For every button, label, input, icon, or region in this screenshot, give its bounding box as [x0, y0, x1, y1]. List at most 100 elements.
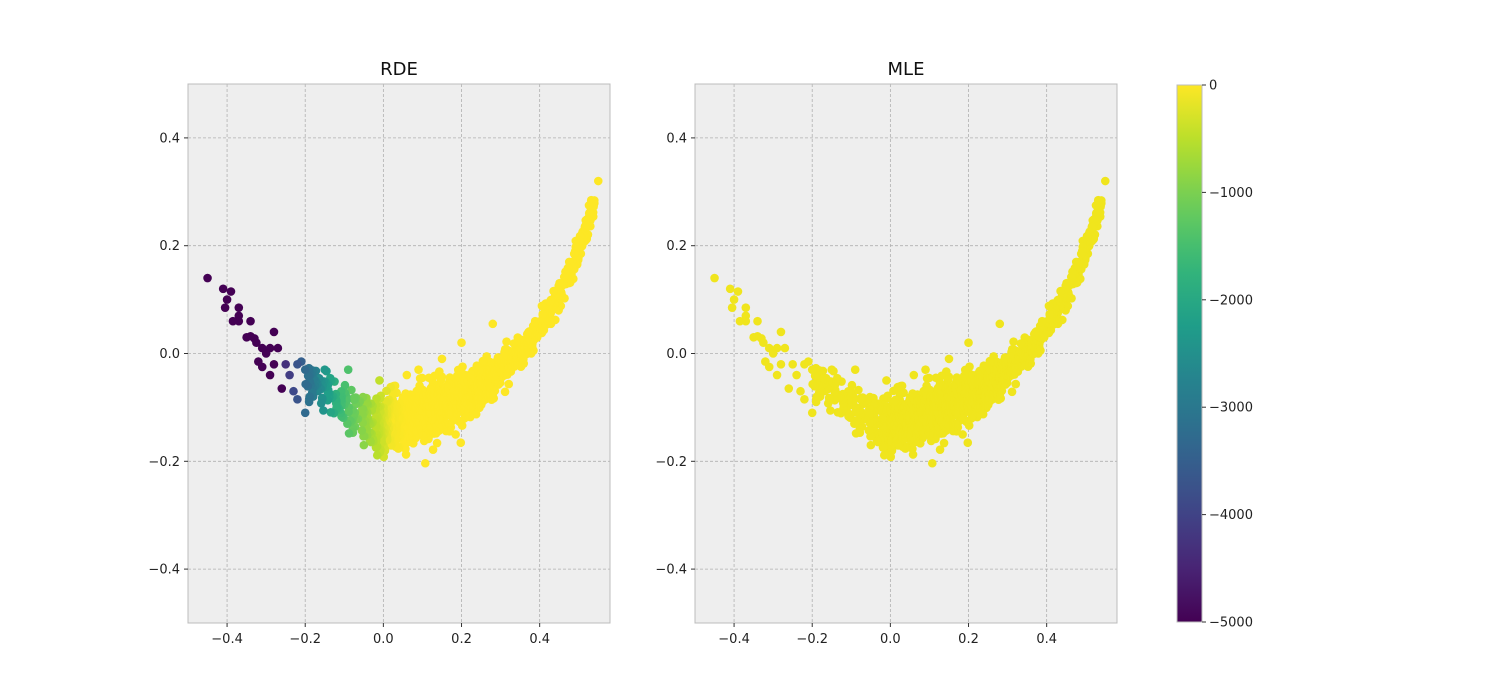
y-tick-label: 0.2	[159, 239, 180, 254]
data-point	[414, 365, 423, 374]
y-tick-label: 0.4	[666, 131, 687, 146]
data-point	[257, 343, 267, 353]
y-tick-label: −0.4	[655, 563, 687, 578]
y-tick-label: −0.2	[655, 455, 687, 470]
data-point	[931, 373, 941, 383]
y-tick-label: −0.4	[148, 563, 180, 578]
data-point	[772, 370, 782, 380]
data-point	[882, 376, 891, 385]
data-point	[326, 407, 336, 417]
data-point	[753, 316, 762, 326]
data-point	[780, 343, 790, 353]
data-point	[432, 438, 442, 448]
colorbar-tick-label: −1000	[1209, 186, 1253, 201]
chart-title: RDE	[380, 59, 418, 80]
data-point	[293, 359, 302, 369]
x-tick-label: 0.0	[373, 632, 394, 647]
data-point	[269, 359, 279, 369]
data-point	[807, 408, 817, 418]
data-point	[254, 357, 263, 366]
data-point	[538, 309, 548, 319]
colorbar-bar	[1176, 84, 1203, 623]
data-point	[301, 379, 310, 389]
y-tick-label: 0.4	[159, 131, 180, 146]
data-point	[281, 359, 290, 369]
data-point	[372, 394, 381, 403]
data-point	[889, 386, 898, 396]
data-point	[234, 303, 244, 312]
data-point	[222, 295, 232, 304]
data-point	[800, 395, 809, 404]
y-tick-label: 0.0	[666, 347, 687, 362]
data-point	[1045, 309, 1055, 319]
data-point	[226, 287, 236, 296]
data-point	[289, 386, 298, 396]
data-point	[964, 338, 973, 348]
data-point	[265, 370, 275, 380]
data-point	[1076, 249, 1086, 259]
data-point	[827, 365, 837, 374]
point-layer	[203, 176, 603, 468]
data-point	[584, 201, 594, 210]
y-tick-label: 0.2	[666, 239, 687, 254]
data-point	[826, 406, 835, 415]
y-tick-label: 0.0	[159, 347, 180, 362]
data-point	[1044, 301, 1054, 311]
data-point	[228, 316, 238, 326]
data-point	[203, 273, 212, 283]
colorbar-tick-label: −4000	[1209, 508, 1253, 523]
data-point	[319, 406, 328, 415]
rde-panel: −0.4 −0.2 0.0 0.2 0.4 −0.4 −0.2 0.0 0.2 0.4 RDE	[148, 59, 611, 647]
data-point	[784, 384, 794, 393]
data-point	[488, 319, 498, 329]
data-point	[415, 374, 425, 383]
data-point	[749, 333, 758, 342]
point-layer	[710, 176, 1110, 468]
data-point	[764, 343, 774, 353]
data-point	[269, 327, 279, 337]
data-point	[735, 316, 745, 326]
data-point	[293, 395, 302, 404]
data-point	[437, 354, 447, 364]
data-point	[1056, 286, 1065, 296]
data-point	[800, 359, 809, 369]
data-point	[349, 393, 359, 403]
data-point	[359, 440, 369, 450]
data-point	[457, 338, 466, 348]
data-point	[944, 354, 954, 364]
data-point	[549, 286, 558, 296]
y-tick-label: −0.2	[148, 455, 180, 470]
x-tick-label: 0.0	[880, 632, 901, 647]
x-tick-label: −0.4	[211, 632, 243, 647]
data-point	[242, 333, 251, 342]
data-point	[571, 236, 581, 246]
data-point	[1007, 387, 1017, 397]
data-point	[428, 445, 438, 454]
data-point	[879, 450, 889, 460]
data-point	[300, 365, 310, 374]
data-point	[569, 249, 579, 259]
data-point	[1011, 379, 1021, 389]
data-point	[420, 458, 430, 468]
data-point	[854, 385, 863, 395]
data-point	[1091, 201, 1101, 210]
colorbar-tick-label: −5000	[1209, 616, 1253, 631]
data-point	[725, 284, 735, 294]
x-tick-label: −0.2	[796, 632, 828, 647]
data-point	[500, 387, 510, 397]
data-point	[710, 273, 719, 283]
data-point	[372, 450, 382, 460]
data-point	[811, 397, 821, 407]
data-point	[963, 438, 973, 448]
data-point	[478, 356, 488, 366]
data-point	[509, 339, 519, 348]
data-point	[273, 343, 283, 353]
data-point	[285, 370, 294, 380]
data-point	[866, 440, 876, 450]
data-point	[320, 365, 330, 374]
x-tick-label: −0.2	[289, 632, 321, 647]
data-point	[456, 438, 466, 448]
data-point	[1016, 339, 1026, 348]
data-point	[776, 359, 786, 369]
data-point	[1078, 236, 1088, 246]
